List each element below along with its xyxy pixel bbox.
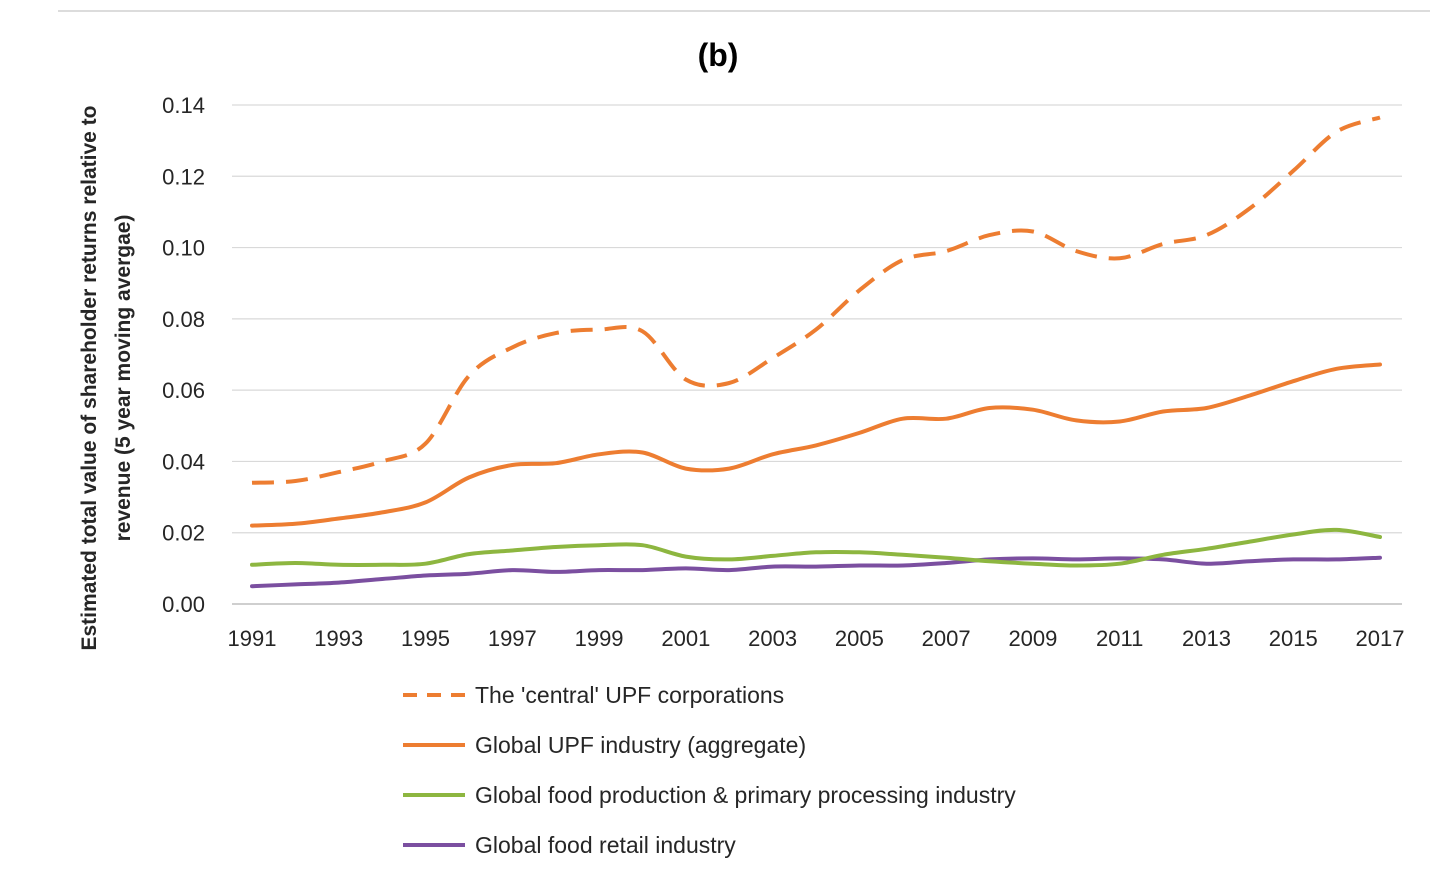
y-axis-label-line-1: Estimated total value of shareholder ret… — [78, 106, 101, 651]
legend-label-global-food-retail-industry: Global food retail industry — [475, 832, 736, 858]
y-tick-label: 0.06 — [162, 378, 205, 403]
x-tick-label: 2015 — [1269, 626, 1318, 651]
x-tick-label: 2013 — [1182, 626, 1231, 651]
gridlines — [232, 104, 1402, 605]
x-tick-label: 1995 — [401, 626, 450, 651]
y-axis-label: Estimated total value of shareholder ret… — [78, 106, 135, 651]
x-tick-label: 1991 — [228, 626, 277, 651]
x-tick-label: 1993 — [314, 626, 363, 651]
y-tick-labels: 0.00 0.02 0.04 0.06 0.08 0.10 0.12 0.14 — [162, 93, 205, 617]
x-tick-label: 2017 — [1356, 626, 1405, 651]
x-tick-labels: 1991 1993 1995 1997 1999 2001 2003 2005 2007 2009… — [228, 626, 1405, 651]
x-tick-label: 2007 — [922, 626, 971, 651]
x-tick-label: 2011 — [1096, 626, 1143, 651]
series-lines — [250, 115, 1382, 589]
y-tick-label: 0.14 — [162, 93, 205, 118]
legend-label-global-upf-industry-aggregate: Global UPF industry (aggregate) — [475, 732, 806, 758]
y-axis-label-line-2: revenue (5 year moving avergae) — [112, 215, 135, 542]
x-tick-label: 2001 — [661, 626, 710, 651]
x-tick-label: 1999 — [575, 626, 624, 651]
y-tick-label: 0.02 — [162, 521, 205, 546]
y-tick-label: 0.08 — [162, 307, 205, 332]
x-tick-label: 2003 — [748, 626, 797, 651]
series-line-global-food-retail-industry — [250, 555, 1382, 589]
x-tick-label: 1997 — [488, 626, 537, 651]
series-line-global-food-production-primary-processing-industry — [250, 527, 1382, 568]
legend-label-the-central-upf-corporations: The 'central' UPF corporations — [475, 682, 784, 708]
y-tick-label: 0.00 — [162, 592, 205, 617]
y-tick-label: 0.12 — [162, 164, 205, 189]
chart-title: (b) — [698, 37, 739, 73]
series-line-the-central-upf-corporations — [251, 115, 1381, 485]
legend: The 'central' UPF corporations Global UPF… — [403, 682, 1016, 858]
x-tick-label: 2005 — [835, 626, 884, 651]
y-tick-label: 0.10 — [162, 236, 205, 261]
series-line-global-upf-industry-aggregate — [250, 362, 1382, 528]
y-tick-label: 0.04 — [162, 449, 205, 474]
legend-label-global-food-production-primary-processing-industry: Global food production & primary process… — [475, 782, 1016, 808]
x-tick-label: 2009 — [1008, 626, 1057, 651]
